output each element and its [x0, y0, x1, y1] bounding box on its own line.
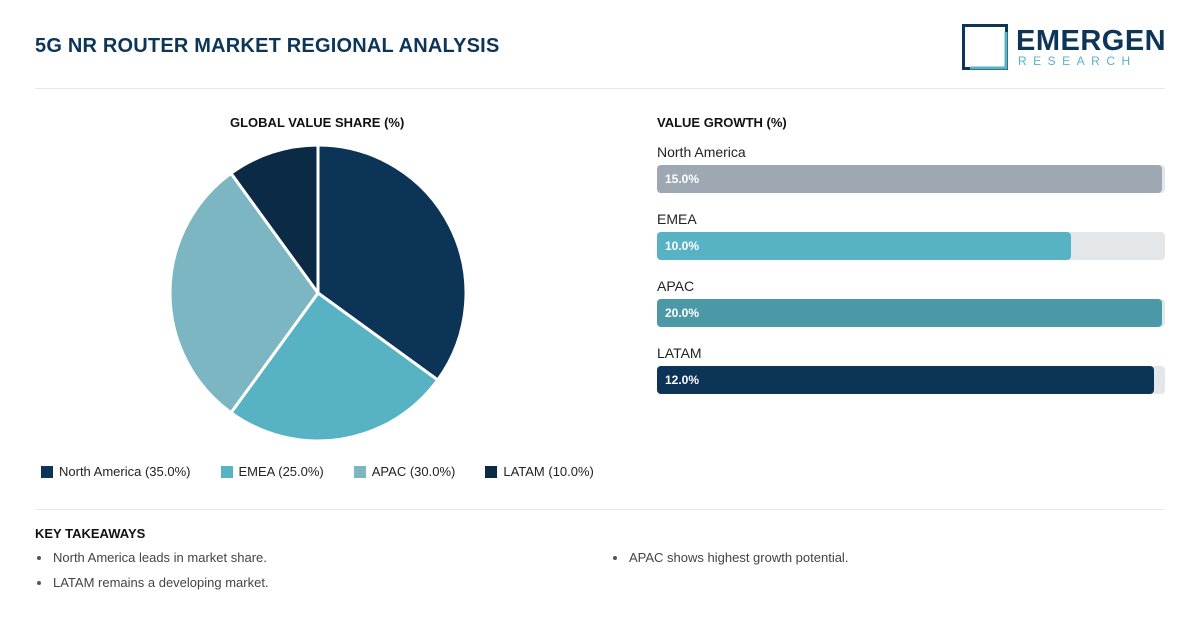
- growth-bar-track: 10.0%: [657, 232, 1165, 260]
- legend-item-apac: APAC (30.0%): [353, 464, 456, 479]
- legend-item-latam: LATAM (10.0%): [485, 464, 594, 479]
- section-divider: [35, 509, 1165, 510]
- growth-bar-value: 12.0%: [665, 373, 700, 387]
- growth-row-apac: APAC 20.0%: [657, 278, 1165, 345]
- growth-bar-value: 10.0%: [665, 239, 700, 253]
- pie-slice-latam: [229, 143, 320, 295]
- growth-bar: 20.0%: [657, 299, 1163, 327]
- growth-bar: 15.0%: [657, 165, 1163, 193]
- legend-swatch: [485, 465, 498, 478]
- logo-subtitle: RESEARCH: [1018, 54, 1137, 68]
- pie-legend: North America (35.0%) EMEA (25.0%) APAC …: [41, 464, 624, 479]
- legend-swatch: [220, 465, 233, 478]
- legend-item-north-america: North America (35.0%): [41, 464, 191, 479]
- growth-category-label: North America: [657, 144, 746, 160]
- page-title: 5G NR ROUTER MARKET REGIONAL ANALYSIS: [35, 35, 500, 57]
- growth-row-north-america: North America 15.0%: [657, 144, 1165, 211]
- logo-wordmark: EMERGEN: [1016, 25, 1167, 57]
- legend-label: North America (35.0%): [59, 464, 191, 479]
- value-share-pie-chart: [168, 143, 468, 443]
- logo-mark-icon: [962, 24, 1008, 70]
- key-takeaways-list-left: North America leads in market share. LAT…: [35, 549, 269, 599]
- takeaway-item: LATAM remains a developing market.: [35, 574, 269, 599]
- growth-bar: 12.0%: [657, 366, 1154, 394]
- growth-bar-track: 12.0%: [657, 366, 1165, 394]
- legend-label: APAC (30.0%): [371, 464, 456, 479]
- legend-label: EMEA (25.0%): [238, 464, 324, 479]
- growth-category-label: APAC: [657, 278, 695, 294]
- growth-category-label: LATAM: [657, 345, 702, 361]
- header-divider: [35, 88, 1165, 89]
- takeaway-item: North America leads in market share.: [35, 549, 269, 574]
- pie-slice-north-america: [316, 143, 468, 382]
- growth-category-label: EMEA: [657, 211, 697, 227]
- growth-row-emea: EMEA 10.0%: [657, 211, 1165, 278]
- growth-row-latam: LATAM 12.0%: [657, 345, 1165, 412]
- growth-bar-value: 15.0%: [665, 172, 700, 186]
- key-takeaways-title: KEY TAKEAWAYS: [35, 526, 146, 541]
- key-takeaways-list-right: APAC shows highest growth potential.: [611, 549, 848, 574]
- value-growth-bar-chart: North America 15.0% EMEA 10.0% APAC 20.0…: [657, 144, 1165, 412]
- growth-bar: 10.0%: [657, 232, 1072, 260]
- growth-bar-track: 20.0%: [657, 299, 1165, 327]
- emergen-research-logo: EMERGEN RESEARCH: [962, 24, 1166, 72]
- legend-label: LATAM (10.0%): [503, 464, 594, 479]
- legend-swatch: [353, 465, 366, 478]
- growth-chart-title: VALUE GROWTH (%): [657, 115, 787, 130]
- legend-swatch: [41, 465, 53, 478]
- legend-item-emea: EMEA (25.0%): [220, 464, 324, 479]
- takeaway-item: APAC shows highest growth potential.: [611, 549, 848, 574]
- pie-chart-title: GLOBAL VALUE SHARE (%): [230, 115, 405, 130]
- pie-slice-emea: [229, 291, 440, 443]
- pie-slice-apac: [168, 171, 320, 415]
- growth-bar-value: 20.0%: [665, 306, 700, 320]
- growth-bar-track: 15.0%: [657, 165, 1165, 193]
